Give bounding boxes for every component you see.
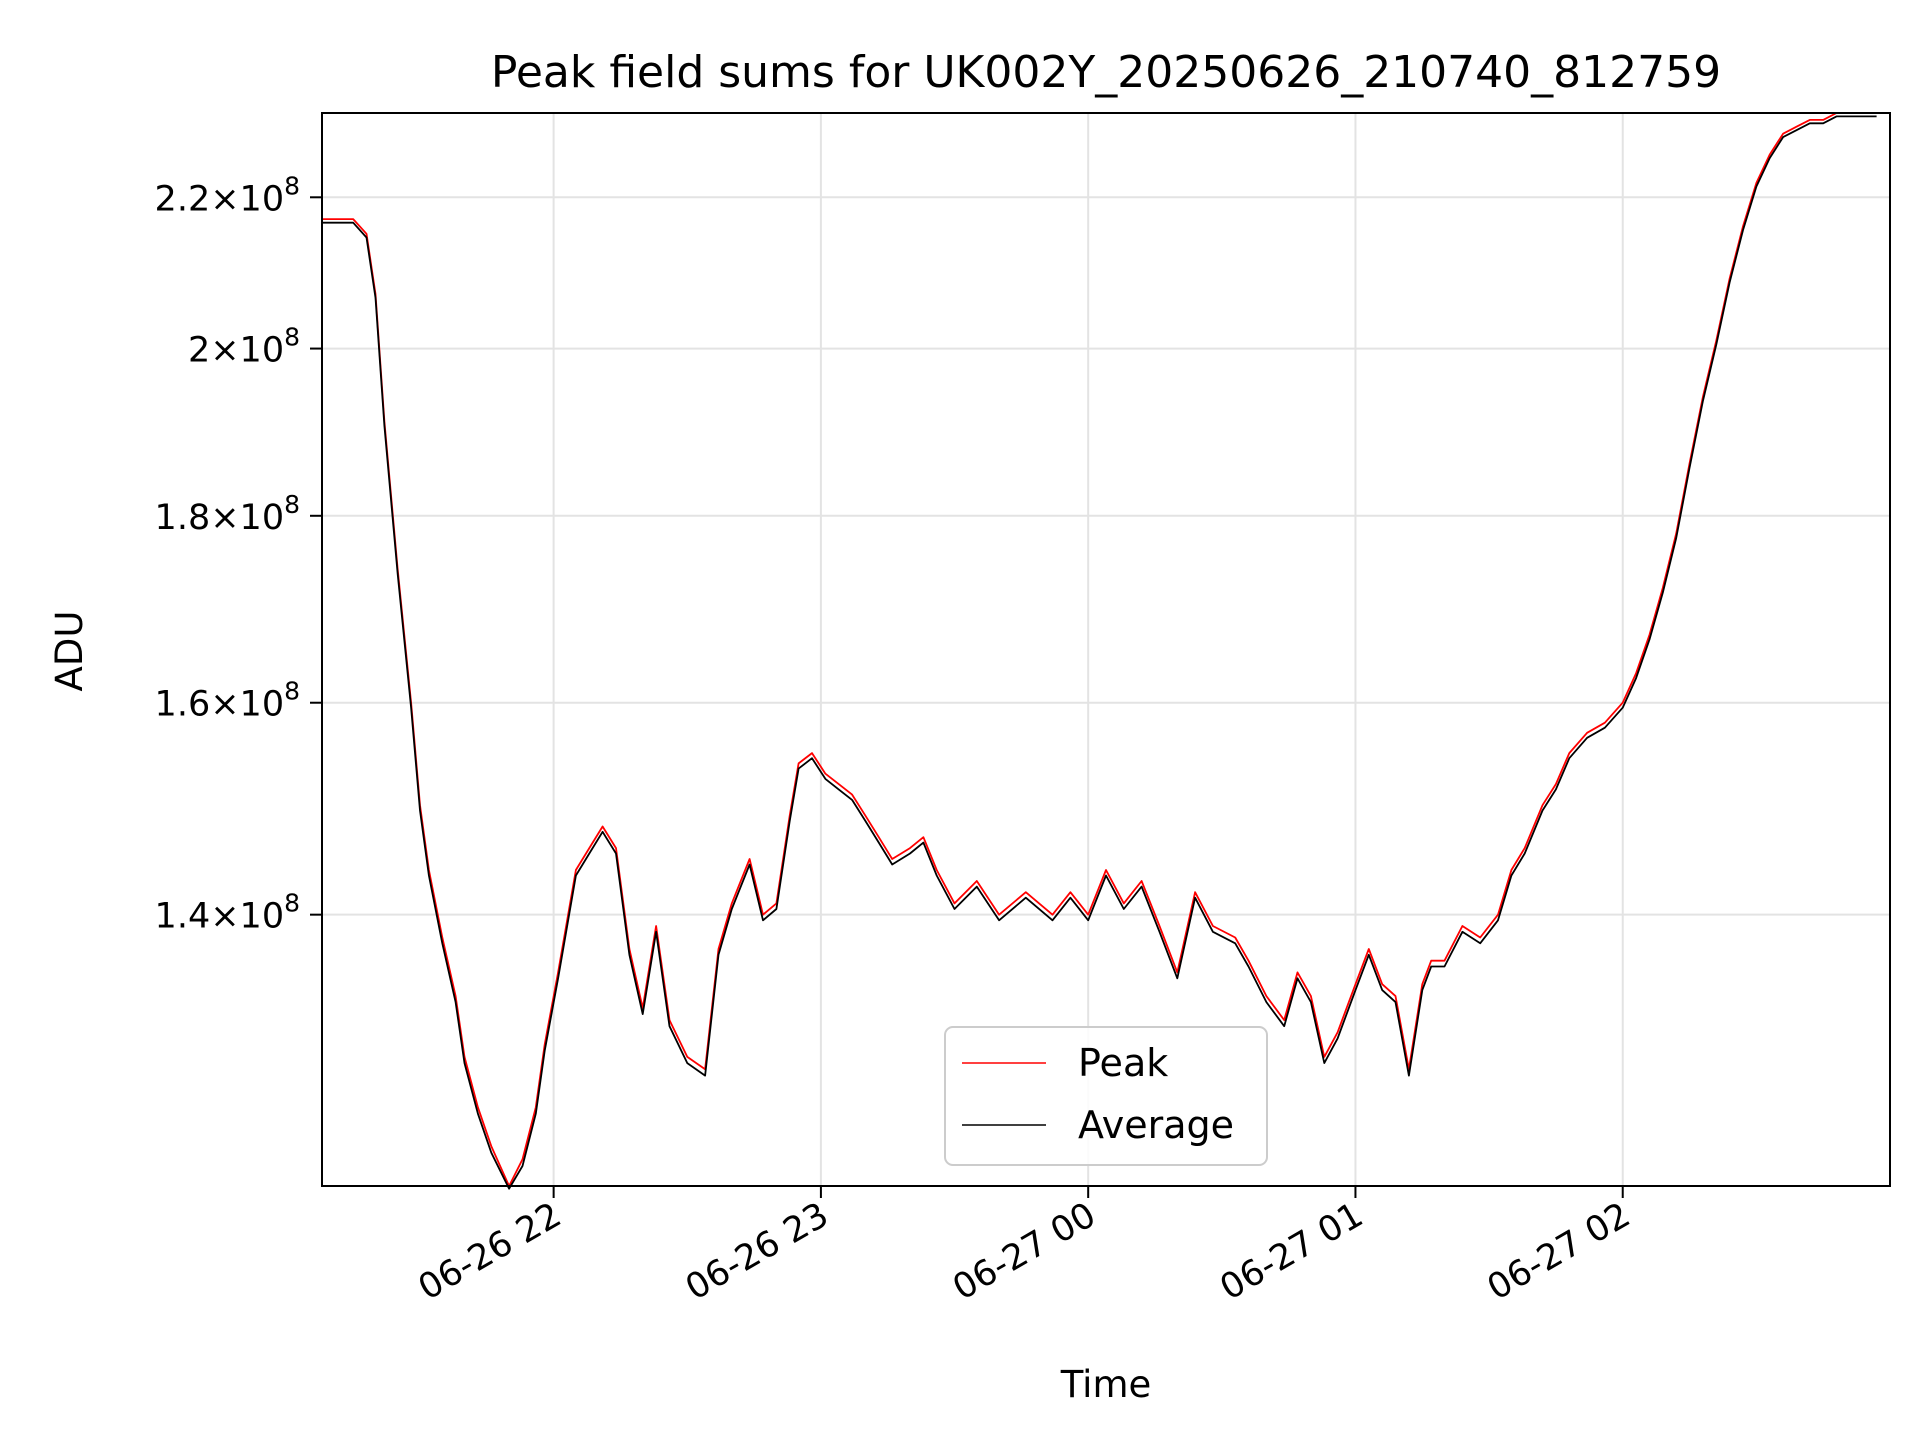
x-axis-label: Time — [1060, 1363, 1152, 1406]
plot-frame — [321, 112, 1891, 1187]
y-tick-exponent: 8 — [284, 323, 300, 352]
y-tick-label: 1.4×108 — [155, 889, 300, 937]
y-tick-mantissa: 2.2 — [155, 179, 211, 219]
chart-title: Peak field sums for UK002Y_20250626_2107… — [491, 47, 1721, 98]
y-tick-exponent: 8 — [284, 677, 300, 706]
series-lines — [322, 112, 1877, 1190]
grid — [322, 113, 1890, 1186]
y-tick-label: 1.6×108 — [155, 677, 300, 725]
y-tick-mantissa: 1.8 — [155, 498, 211, 538]
legend-label-peak: Peak — [1078, 1041, 1168, 1085]
y-tick-times: ×10 — [210, 897, 284, 937]
y-tick-mantissa: 1.6 — [155, 685, 211, 725]
y-tick-times: ×10 — [210, 179, 284, 219]
y-tick-exponent: 8 — [284, 490, 300, 519]
legend: Peak Average — [944, 1026, 1268, 1166]
legend-label-average: Average — [1078, 1103, 1234, 1147]
series-line-average — [322, 115, 1877, 1190]
y-tick-exponent: 8 — [284, 889, 300, 918]
y-tick-label: 2.2×108 — [155, 171, 300, 219]
legend-box — [944, 1026, 1268, 1166]
y-tick-times: ×10 — [210, 498, 284, 538]
y-tick-label: 1.8×108 — [155, 490, 300, 538]
y-tick-mantissa: 1.4 — [155, 897, 211, 937]
y-tick-exponent: 8 — [284, 171, 300, 200]
y-axis-label: ADU — [48, 611, 91, 692]
y-tick-label: 2×108 — [188, 323, 300, 371]
y-tick-mantissa: 2 — [188, 331, 210, 371]
y-tick-times: ×10 — [210, 331, 284, 371]
y-tick-times: ×10 — [210, 685, 284, 725]
